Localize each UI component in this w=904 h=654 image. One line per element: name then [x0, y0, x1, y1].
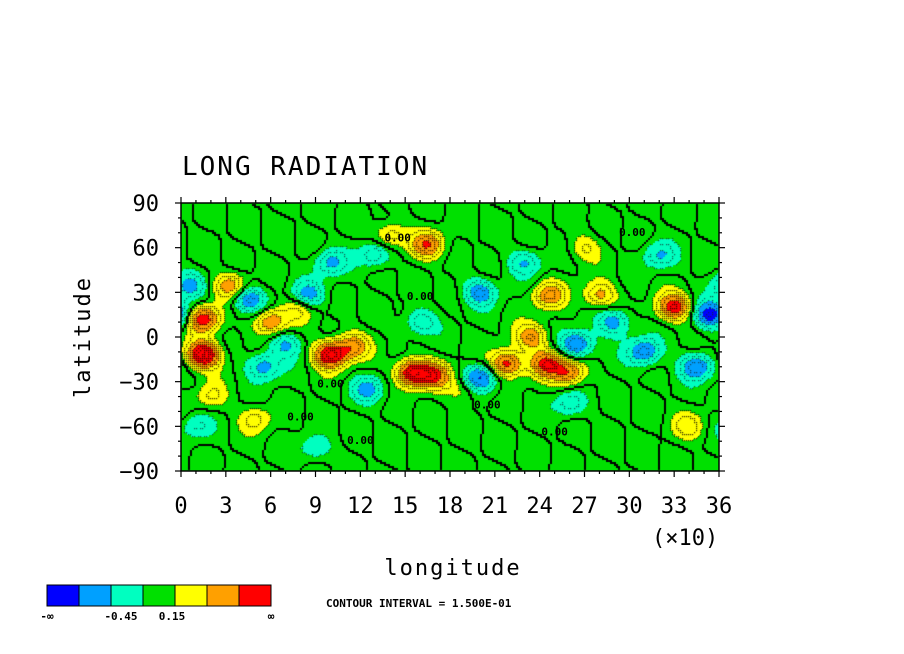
colorbar-label: ∞	[268, 610, 275, 623]
y-tick-label: −60	[119, 415, 159, 440]
x-multiplier: (×10)	[652, 526, 718, 551]
x-tick-label: 3	[219, 494, 232, 519]
contour-labels: 0.00 0.00 0.00 0.00 0.00 0.00 0.00 0.00	[287, 226, 645, 447]
colorbar-swatch	[238, 584, 272, 607]
colorbar-swatch	[110, 584, 144, 607]
y-tick-label: −90	[119, 460, 159, 485]
y-tick-label: 0	[146, 326, 159, 351]
plot-area	[181, 203, 719, 471]
contour-interval-note: CONTOUR INTERVAL = 1.500E-01	[326, 597, 512, 610]
colorbar-label: -∞	[40, 610, 54, 623]
colorbar-swatch	[206, 584, 240, 607]
colorbar-swatch	[142, 584, 176, 607]
colorbar-labels: -∞ -0.45 0.15 ∞	[40, 610, 274, 623]
colorbar-label: -0.45	[104, 610, 137, 623]
x-tick-label: 15	[392, 494, 419, 519]
colorbar-swatch	[174, 584, 208, 607]
contour-label: 0.00	[474, 398, 501, 411]
colorbar-label: 0.15	[159, 610, 186, 623]
radiation-field	[181, 203, 719, 471]
y-tick-label: 60	[133, 237, 160, 262]
contour-label: 0.00	[541, 425, 568, 438]
x-tick-label: 18	[437, 494, 464, 519]
x-tick-label: 30	[616, 494, 643, 519]
y-tick-labels: 90 60 30 0 −30 −60 −90	[119, 192, 159, 485]
y-axis-label: latitude	[71, 276, 96, 398]
x-tick-label: 6	[264, 494, 277, 519]
y-tick-label: 30	[133, 281, 160, 306]
x-tick-label: 21	[482, 494, 509, 519]
contour-label: 0.00	[347, 434, 374, 447]
x-axis-label: longitude	[384, 556, 521, 581]
contour-label: 0.00	[384, 232, 411, 245]
x-tick-label: 27	[571, 494, 598, 519]
x-tick-label: 36	[706, 494, 733, 519]
axis-ticks	[175, 197, 725, 477]
contour-label: 0.00	[287, 410, 314, 423]
contour-label: 0.00	[317, 378, 344, 391]
x-tick-labels: 0 3 6 9 12 15 18 21 24 27 30 33 36	[174, 494, 732, 519]
x-tick-label: 24	[526, 494, 553, 519]
colorbar	[46, 584, 272, 607]
x-tick-label: 0	[174, 494, 187, 519]
x-tick-label: 9	[309, 494, 322, 519]
y-tick-label: 90	[133, 192, 160, 217]
y-tick-label: −30	[119, 371, 159, 396]
x-tick-label: 12	[347, 494, 374, 519]
x-tick-label: 33	[661, 494, 688, 519]
colorbar-swatch	[46, 584, 80, 607]
chart-title: LONG RADIATION	[182, 152, 429, 182]
contour-label: 0.00	[407, 290, 434, 303]
colorbar-swatch	[78, 584, 112, 607]
contour-label: 0.00	[619, 226, 646, 239]
